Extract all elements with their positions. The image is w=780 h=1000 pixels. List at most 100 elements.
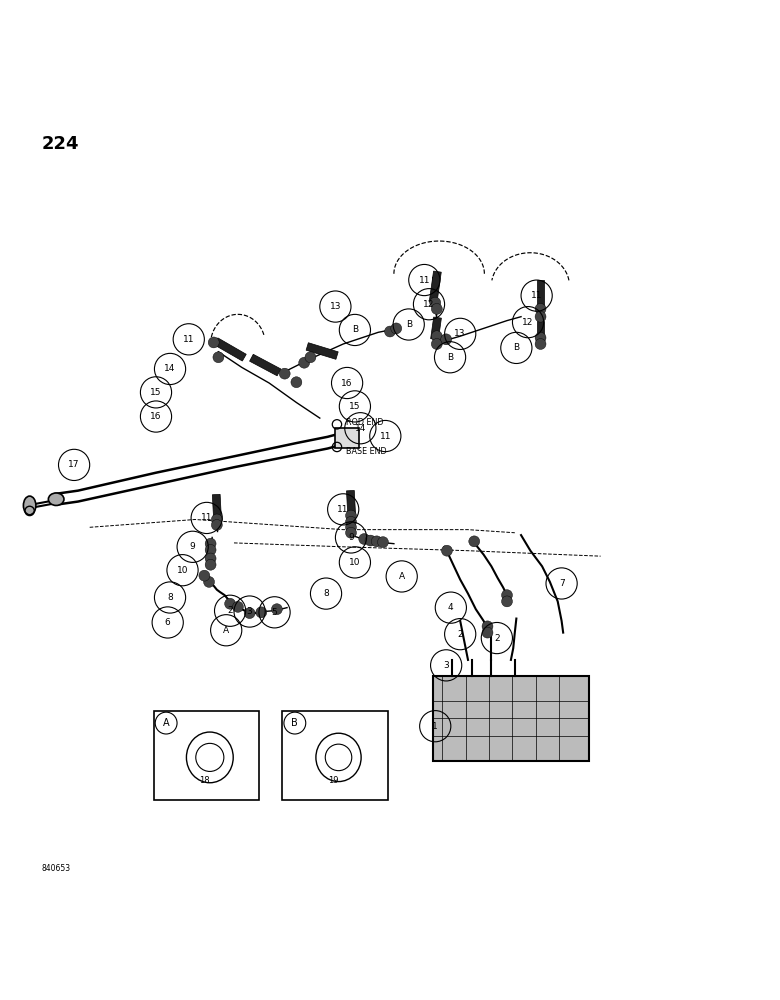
Circle shape bbox=[256, 607, 267, 618]
Text: 10: 10 bbox=[349, 558, 360, 567]
Circle shape bbox=[431, 331, 442, 342]
Text: 3: 3 bbox=[443, 661, 449, 670]
Circle shape bbox=[211, 514, 222, 525]
Circle shape bbox=[482, 621, 493, 632]
Circle shape bbox=[535, 303, 546, 314]
Bar bbox=[214, 338, 246, 361]
Text: A: A bbox=[399, 572, 405, 581]
Text: A: A bbox=[223, 626, 229, 635]
Text: 11: 11 bbox=[201, 513, 212, 522]
Circle shape bbox=[365, 535, 376, 546]
Text: 15: 15 bbox=[349, 402, 360, 411]
Circle shape bbox=[378, 537, 388, 548]
Text: B: B bbox=[406, 320, 412, 329]
Bar bbox=[429, 271, 441, 303]
Bar bbox=[335, 428, 359, 448]
Circle shape bbox=[430, 297, 441, 308]
Ellipse shape bbox=[23, 496, 36, 515]
Bar bbox=[537, 321, 544, 340]
Text: 8: 8 bbox=[167, 593, 173, 602]
Text: 10: 10 bbox=[177, 566, 188, 575]
Text: BASE END: BASE END bbox=[346, 447, 386, 456]
Text: 12: 12 bbox=[424, 300, 434, 309]
Circle shape bbox=[279, 368, 290, 379]
Circle shape bbox=[431, 339, 442, 349]
Text: 11: 11 bbox=[380, 432, 391, 441]
Circle shape bbox=[535, 332, 546, 343]
Circle shape bbox=[469, 536, 480, 547]
Text: 9: 9 bbox=[348, 533, 354, 542]
Text: B: B bbox=[352, 325, 358, 334]
Text: 6: 6 bbox=[165, 618, 171, 627]
Circle shape bbox=[385, 326, 395, 337]
Text: 17: 17 bbox=[69, 460, 80, 469]
Circle shape bbox=[371, 536, 382, 547]
Text: 14: 14 bbox=[165, 364, 176, 373]
Text: 2: 2 bbox=[227, 606, 233, 615]
Text: 2: 2 bbox=[494, 634, 500, 643]
Text: 3: 3 bbox=[246, 607, 253, 616]
Circle shape bbox=[271, 604, 282, 615]
Text: 11: 11 bbox=[338, 505, 349, 514]
Text: 840653: 840653 bbox=[41, 864, 70, 873]
Text: 15: 15 bbox=[151, 388, 161, 397]
Circle shape bbox=[205, 544, 216, 555]
Circle shape bbox=[346, 522, 356, 533]
Text: 13: 13 bbox=[330, 302, 341, 311]
Circle shape bbox=[208, 337, 219, 348]
Circle shape bbox=[346, 516, 356, 527]
Text: 12: 12 bbox=[523, 318, 534, 327]
Circle shape bbox=[346, 510, 356, 521]
Text: 14: 14 bbox=[355, 424, 366, 433]
Circle shape bbox=[244, 608, 255, 619]
Circle shape bbox=[346, 527, 356, 538]
Text: 11: 11 bbox=[531, 291, 542, 300]
Circle shape bbox=[502, 596, 512, 607]
Text: B: B bbox=[447, 353, 453, 362]
Text: 16: 16 bbox=[151, 412, 161, 421]
Circle shape bbox=[441, 545, 452, 556]
Circle shape bbox=[482, 627, 493, 638]
Circle shape bbox=[359, 534, 370, 544]
Text: B: B bbox=[292, 718, 298, 728]
Text: 4: 4 bbox=[448, 603, 454, 612]
Ellipse shape bbox=[48, 493, 64, 505]
Circle shape bbox=[535, 311, 546, 322]
Text: 13: 13 bbox=[455, 329, 466, 338]
Circle shape bbox=[225, 598, 236, 609]
Text: 7: 7 bbox=[558, 579, 565, 588]
Circle shape bbox=[431, 303, 442, 314]
Text: B: B bbox=[513, 343, 519, 352]
Circle shape bbox=[205, 553, 216, 564]
Bar bbox=[433, 676, 589, 761]
Text: 2: 2 bbox=[457, 630, 463, 639]
Bar bbox=[431, 317, 441, 340]
Circle shape bbox=[199, 570, 210, 581]
Text: 1: 1 bbox=[432, 722, 438, 731]
Circle shape bbox=[205, 538, 216, 549]
Bar bbox=[212, 494, 222, 518]
Circle shape bbox=[213, 352, 224, 363]
Circle shape bbox=[502, 590, 512, 601]
Bar bbox=[154, 711, 259, 800]
Text: 11: 11 bbox=[419, 276, 430, 285]
Circle shape bbox=[441, 334, 452, 345]
Text: 5: 5 bbox=[271, 608, 278, 617]
Circle shape bbox=[211, 520, 222, 530]
Text: 8: 8 bbox=[323, 589, 329, 598]
Circle shape bbox=[305, 352, 316, 363]
Text: 11: 11 bbox=[183, 335, 194, 344]
Bar bbox=[250, 354, 281, 376]
Text: A: A bbox=[163, 718, 169, 728]
Bar bbox=[537, 280, 544, 310]
Text: 224: 224 bbox=[41, 135, 79, 153]
Text: ROD END: ROD END bbox=[346, 418, 383, 427]
Circle shape bbox=[232, 601, 243, 612]
Circle shape bbox=[205, 559, 216, 570]
Text: 16: 16 bbox=[342, 378, 353, 387]
Circle shape bbox=[291, 377, 302, 388]
Circle shape bbox=[204, 576, 215, 587]
Text: 18: 18 bbox=[199, 776, 210, 785]
Text: 19: 19 bbox=[328, 776, 339, 785]
Circle shape bbox=[391, 323, 402, 334]
